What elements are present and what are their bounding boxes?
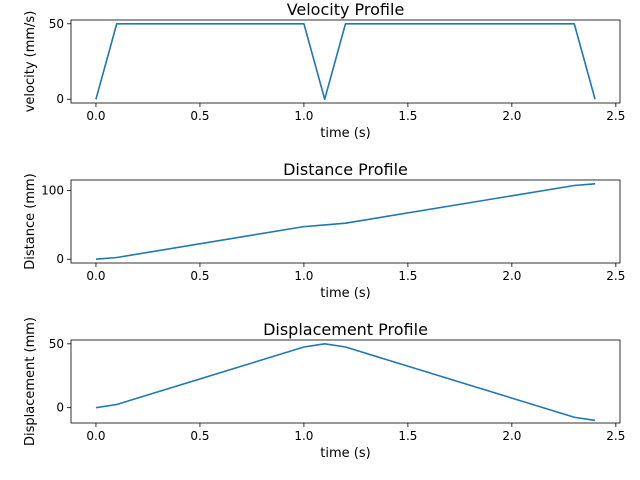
displacement-x-tick-label: 1.5: [398, 429, 417, 443]
velocity-chart-title: Velocity Profile: [287, 0, 405, 19]
displacement-x-tick-label: 1.0: [294, 429, 313, 443]
distance-x-axis-label: time (s): [320, 286, 370, 301]
displacement-x-tick-label: 0.5: [190, 429, 209, 443]
displacement-x-tick-label: 2.5: [606, 429, 625, 443]
distance-x-tick-label: 2.0: [502, 269, 521, 283]
displacement-y-tick-label: 0: [56, 401, 64, 415]
displacement-axes-frame: [70, 339, 621, 424]
velocity-x-axis-label: time (s): [320, 126, 370, 141]
distance-y-tick-label: 100: [41, 184, 64, 198]
velocity-series-line: [95, 22, 596, 101]
distance-x-tick-label: 0.5: [190, 269, 209, 283]
displacement-y-axis-label: Displacement (mm): [23, 317, 38, 446]
velocity-x-tick-label: 1.0: [294, 109, 313, 123]
velocity-chart: Velocity Profile 0.0 0.5 1.0 1.5 2.0 2.5 0 50 tim…: [23, 0, 625, 141]
distance-x-tick-label: 2.5: [606, 269, 625, 283]
displacement-series-line: [95, 343, 596, 422]
velocity-x-tick-label: 2.5: [606, 109, 625, 123]
displacement-chart-title: Displacement Profile: [263, 320, 428, 339]
distance-axes-frame: [70, 179, 621, 264]
distance-x-tick-label: 1.5: [398, 269, 417, 283]
velocity-y-tick-label: 50: [49, 17, 64, 31]
distance-chart: Distance Profile 0.0 0.5 1.0 1.5 2.0 2.5 0 100 ti…: [23, 160, 625, 301]
distance-y-tick-label: 0: [56, 252, 64, 266]
velocity-axes-frame: [70, 19, 621, 104]
distance-chart-title: Distance Profile: [283, 160, 408, 179]
displacement-x-tick-label: 0.0: [86, 429, 105, 443]
distance-series-line: [95, 182, 596, 261]
distance-x-tick-label: 0.0: [86, 269, 105, 283]
displacement-chart: Displacement Profile 0.0 0.5 1.0 1.5 2.0 2.5 0 5…: [23, 317, 625, 461]
velocity-x-tick-label: 2.0: [502, 109, 521, 123]
velocity-y-tick-label: 0: [56, 92, 64, 106]
displacement-x-tick-label: 2.0: [502, 429, 521, 443]
displacement-x-axis-label: time (s): [320, 446, 370, 461]
displacement-y-tick-label: 50: [49, 337, 64, 351]
distance-x-tick-label: 1.0: [294, 269, 313, 283]
velocity-x-tick-label: 1.5: [398, 109, 417, 123]
velocity-y-axis-label: velocity (mm/s): [23, 11, 38, 113]
velocity-x-tick-label: 0.0: [86, 109, 105, 123]
distance-y-axis-label: Distance (mm): [23, 173, 38, 269]
velocity-x-tick-label: 0.5: [190, 109, 209, 123]
